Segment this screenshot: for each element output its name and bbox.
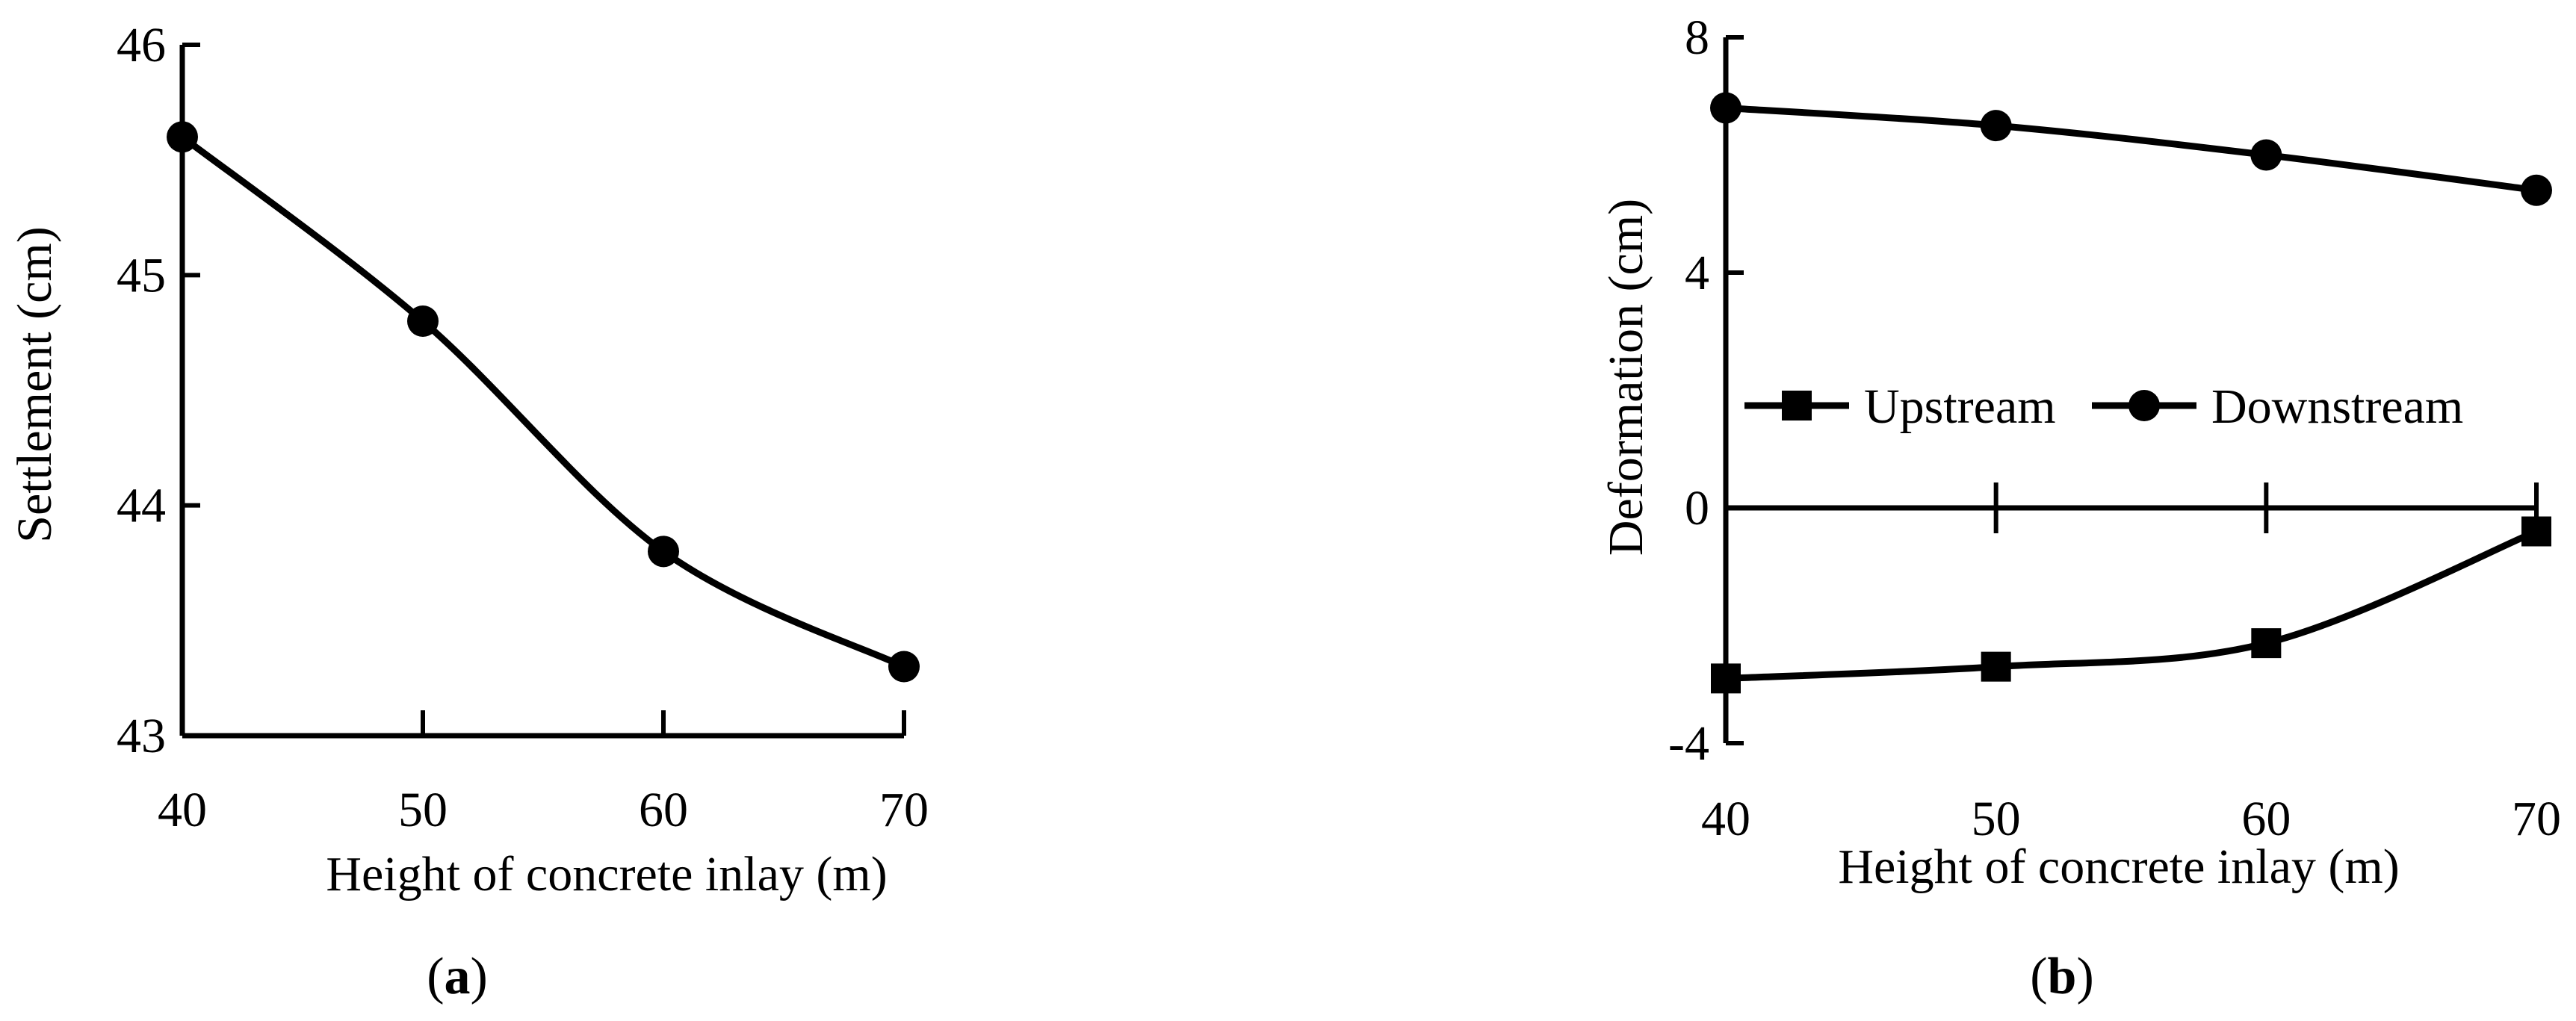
y-tick-label: -4 bbox=[1668, 716, 1709, 771]
downstream-point bbox=[2521, 174, 2552, 206]
panel-label-open: ( bbox=[427, 948, 444, 1005]
upstream-line bbox=[1722, 528, 2540, 682]
legend-upstream-marker bbox=[1782, 391, 1812, 420]
x-axis-label: Height of concrete inlay (m) bbox=[326, 847, 887, 901]
panel-b-chart: -4 0 4 8 40 50 60 70 Height of concrete inlay (m… bbox=[1599, 10, 2561, 1005]
y-tick-label: 43 bbox=[117, 709, 166, 763]
y-tick-label: 8 bbox=[1685, 10, 1709, 65]
x-tick-label: 50 bbox=[398, 783, 448, 837]
series-point bbox=[167, 121, 198, 153]
series-line bbox=[179, 133, 908, 670]
panel-label-open: ( bbox=[2030, 948, 2047, 1005]
x-tick-label: 40 bbox=[1701, 792, 1750, 846]
x-tick-label: 70 bbox=[879, 783, 929, 837]
downstream-point bbox=[1710, 92, 1741, 124]
upstream-point bbox=[1711, 663, 1741, 694]
upstream-point bbox=[1981, 651, 2011, 682]
x-tick-label: 70 bbox=[2512, 792, 2561, 846]
x-tick-label: 60 bbox=[2241, 792, 2291, 846]
legend-upstream-label: Upstream bbox=[1864, 379, 2056, 434]
downstream-point bbox=[1980, 110, 2012, 142]
upstream-point bbox=[2251, 628, 2282, 659]
y-tick-label: 0 bbox=[1685, 481, 1709, 536]
series-point bbox=[648, 536, 679, 568]
x-tick-label: 50 bbox=[1972, 792, 2021, 846]
panel-label: (b) bbox=[2030, 948, 2094, 1005]
y-tick-label: 45 bbox=[117, 248, 166, 302]
y-tick-label: 46 bbox=[117, 18, 166, 72]
x-axis-label: Height of concrete inlay (m) bbox=[1838, 840, 2399, 894]
y-axis-label: Deformation (cm) bbox=[1599, 199, 1653, 556]
legend-downstream-label: Downstream bbox=[2211, 379, 2463, 434]
legend: Upstream Downstream bbox=[1744, 379, 2463, 434]
panel-label-letter: b bbox=[2048, 948, 2077, 1005]
panel-label-letter: a bbox=[445, 948, 471, 1005]
legend-downstream-marker bbox=[2128, 390, 2160, 421]
x-tick-label: 60 bbox=[639, 783, 688, 837]
panel-label-close: ) bbox=[471, 948, 488, 1005]
panel-label-close: ) bbox=[2076, 948, 2093, 1005]
series-point bbox=[407, 305, 439, 337]
downstream-point bbox=[2250, 139, 2282, 171]
y-axis-label: Settlement (cm) bbox=[7, 226, 62, 542]
series-point bbox=[888, 651, 920, 683]
upstream-point bbox=[2521, 516, 2551, 547]
panel-label: (a) bbox=[427, 948, 488, 1005]
x-tick-label: 40 bbox=[158, 783, 207, 837]
y-tick-label: 4 bbox=[1685, 246, 1709, 300]
downstream-line bbox=[1722, 105, 2540, 194]
panel-a-chart: 43 44 45 46 40 50 60 70 Height of concrete inlay… bbox=[7, 18, 929, 1005]
y-tick-label: 44 bbox=[117, 479, 166, 533]
